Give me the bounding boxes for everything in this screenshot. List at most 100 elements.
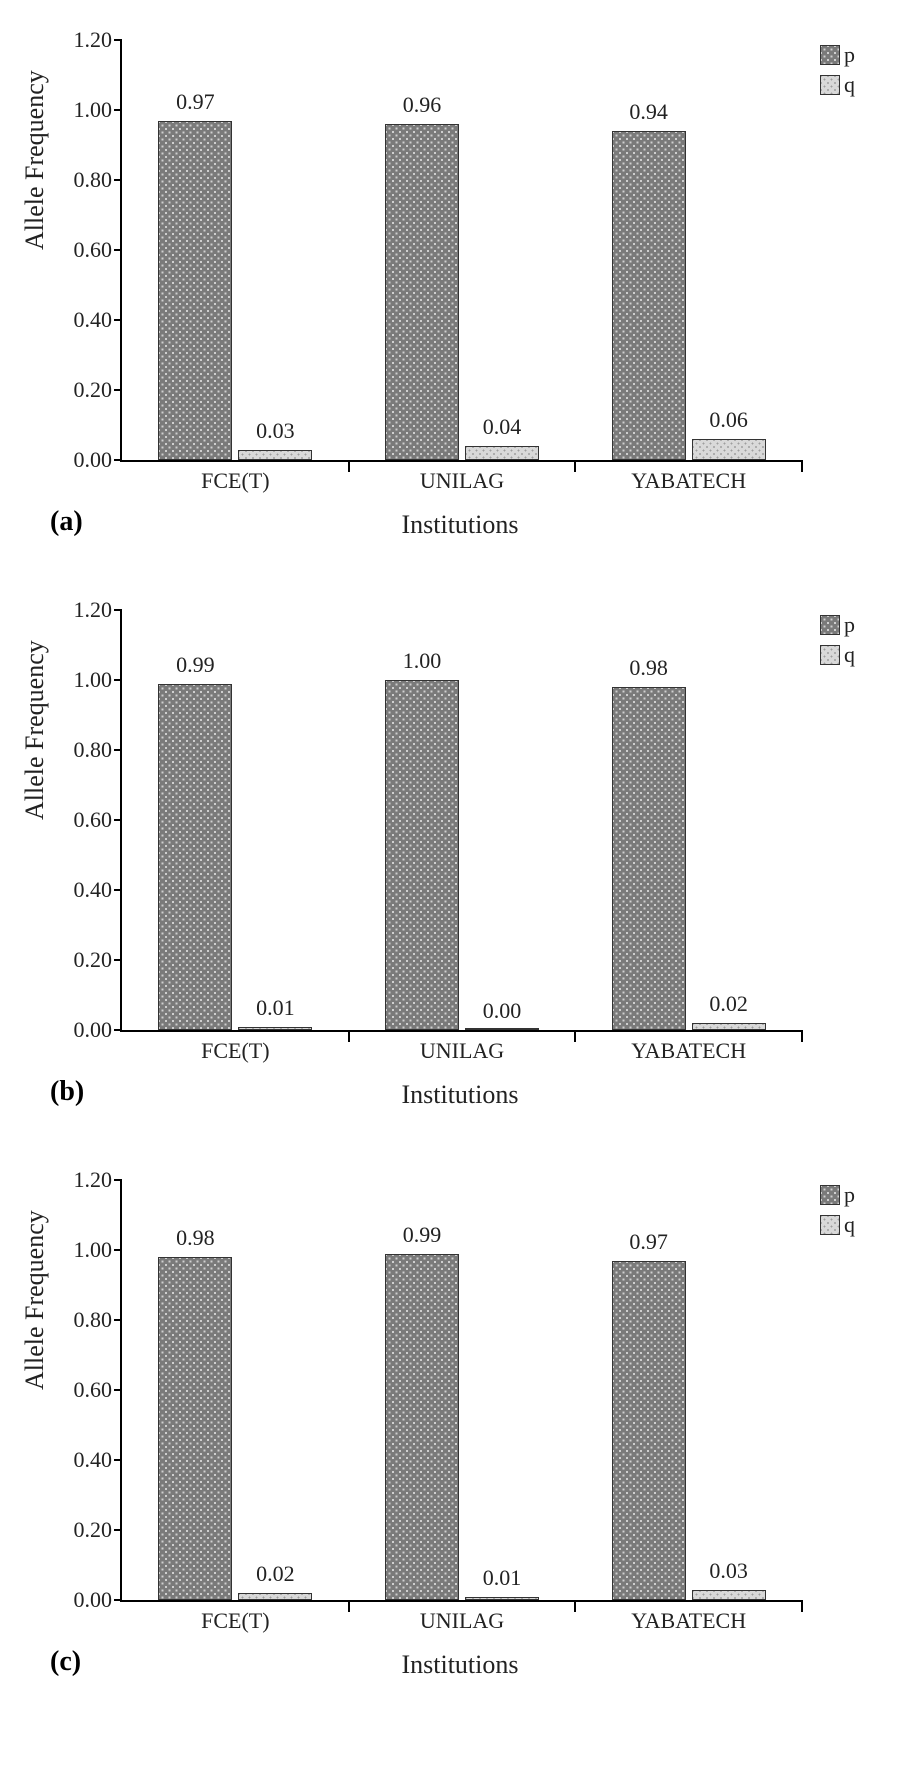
chart-area: 0.000.200.400.600.801.001.200.980.02FCE(…	[120, 1180, 800, 1600]
y-tick-label: 0.40	[52, 1447, 112, 1473]
x-category-label: UNILAG	[420, 468, 504, 494]
y-tick-label: 1.20	[52, 27, 112, 53]
y-tick-label: 1.20	[52, 1167, 112, 1193]
bar-q	[238, 450, 312, 461]
bar-p	[385, 1254, 459, 1601]
y-tick	[114, 179, 122, 181]
bar-value-label: 0.96	[403, 92, 442, 118]
y-tick-label: 0.00	[52, 447, 112, 473]
legend-label: p	[844, 1182, 855, 1208]
x-tick	[348, 1030, 350, 1042]
x-category-label: YABATECH	[631, 1038, 746, 1064]
y-tick	[114, 1179, 122, 1181]
y-tick	[114, 1389, 122, 1391]
y-tick	[114, 1529, 122, 1531]
bar-p	[385, 680, 459, 1030]
bar-value-label: 1.00	[403, 648, 442, 674]
bar-q	[692, 439, 766, 460]
bar-q	[465, 1028, 539, 1030]
y-tick-label: 1.00	[52, 667, 112, 693]
legend-swatch-q	[820, 75, 840, 95]
legend-label: q	[844, 642, 855, 668]
y-tick	[114, 1029, 122, 1031]
x-tick	[348, 460, 350, 472]
x-axis-title: Institutions	[120, 510, 800, 540]
legend-item-q: q	[820, 1212, 855, 1238]
y-tick-label: 0.40	[52, 307, 112, 333]
bar-q	[465, 1597, 539, 1601]
y-axis-title: Allele Frequency	[20, 640, 50, 820]
panel-label: (a)	[50, 506, 83, 538]
y-tick	[114, 889, 122, 891]
x-category-label: FCE(T)	[201, 468, 269, 494]
bar-p	[158, 121, 232, 461]
legend-swatch-q	[820, 645, 840, 665]
legend: pq	[820, 42, 855, 102]
y-tick-label: 1.00	[52, 1237, 112, 1263]
legend-label: q	[844, 1212, 855, 1238]
y-tick-label: 0.00	[52, 1587, 112, 1613]
y-tick	[114, 959, 122, 961]
y-tick-label: 0.60	[52, 237, 112, 263]
bar-value-label: 0.99	[403, 1222, 442, 1248]
x-category-label: YABATECH	[631, 468, 746, 494]
y-tick	[114, 749, 122, 751]
bar-q	[692, 1590, 766, 1601]
bar-value-label: 0.94	[629, 99, 668, 125]
panel-label: (b)	[50, 1076, 84, 1108]
legend: pq	[820, 1182, 855, 1242]
x-category-label: FCE(T)	[201, 1608, 269, 1634]
chart-panel: Allele Frequency0.000.200.400.600.801.00…	[20, 20, 884, 580]
legend-label: q	[844, 72, 855, 98]
bar-q	[692, 1023, 766, 1030]
bar-p	[385, 124, 459, 460]
y-tick-label: 0.60	[52, 807, 112, 833]
bar-value-label: 0.01	[483, 1565, 522, 1591]
y-tick	[114, 319, 122, 321]
y-tick-label: 0.20	[52, 1517, 112, 1543]
bar-p	[158, 684, 232, 1031]
y-tick	[114, 679, 122, 681]
x-category-label: YABATECH	[631, 1608, 746, 1634]
y-tick-label: 0.00	[52, 1017, 112, 1043]
chart-area: 0.000.200.400.600.801.001.200.990.01FCE(…	[120, 610, 800, 1030]
y-tick	[114, 1459, 122, 1461]
panel-label: (c)	[50, 1646, 81, 1678]
x-tick	[574, 460, 576, 472]
legend-swatch-q	[820, 1215, 840, 1235]
bar-value-label: 0.03	[709, 1558, 748, 1584]
bar-value-label: 0.06	[709, 407, 748, 433]
legend-swatch-p	[820, 45, 840, 65]
chart-panel: Allele Frequency0.000.200.400.600.801.00…	[20, 1160, 884, 1720]
y-tick-label: 0.20	[52, 947, 112, 973]
x-category-label: UNILAG	[420, 1608, 504, 1634]
y-tick	[114, 389, 122, 391]
plot-region: 0.000.200.400.600.801.001.200.970.03FCE(…	[120, 40, 802, 462]
y-tick	[114, 1319, 122, 1321]
legend-swatch-p	[820, 615, 840, 635]
y-tick	[114, 609, 122, 611]
plot-region: 0.000.200.400.600.801.001.200.980.02FCE(…	[120, 1180, 802, 1602]
y-tick-label: 0.80	[52, 167, 112, 193]
bar-q	[238, 1027, 312, 1031]
y-tick-label: 1.00	[52, 97, 112, 123]
y-tick-label: 0.80	[52, 737, 112, 763]
y-tick-label: 0.60	[52, 1377, 112, 1403]
x-tick	[574, 1600, 576, 1612]
bar-value-label: 0.02	[256, 1561, 295, 1587]
x-axis-title: Institutions	[120, 1650, 800, 1680]
x-tick	[574, 1030, 576, 1042]
chart-area: 0.000.200.400.600.801.001.200.970.03FCE(…	[120, 40, 800, 460]
chart-panel: Allele Frequency 0.000.200.400.600.801.00…	[20, 590, 884, 1150]
y-tick	[114, 459, 122, 461]
y-tick-label: 0.80	[52, 1307, 112, 1333]
bar-p	[612, 1261, 686, 1601]
x-tick	[801, 1030, 803, 1042]
x-tick	[801, 1600, 803, 1612]
y-tick-label: 1.20	[52, 597, 112, 623]
x-tick	[348, 1600, 350, 1612]
legend: pq	[820, 612, 855, 672]
y-tick	[114, 1599, 122, 1601]
bar-value-label: 0.04	[483, 414, 522, 440]
bar-value-label: 0.98	[176, 1225, 215, 1251]
